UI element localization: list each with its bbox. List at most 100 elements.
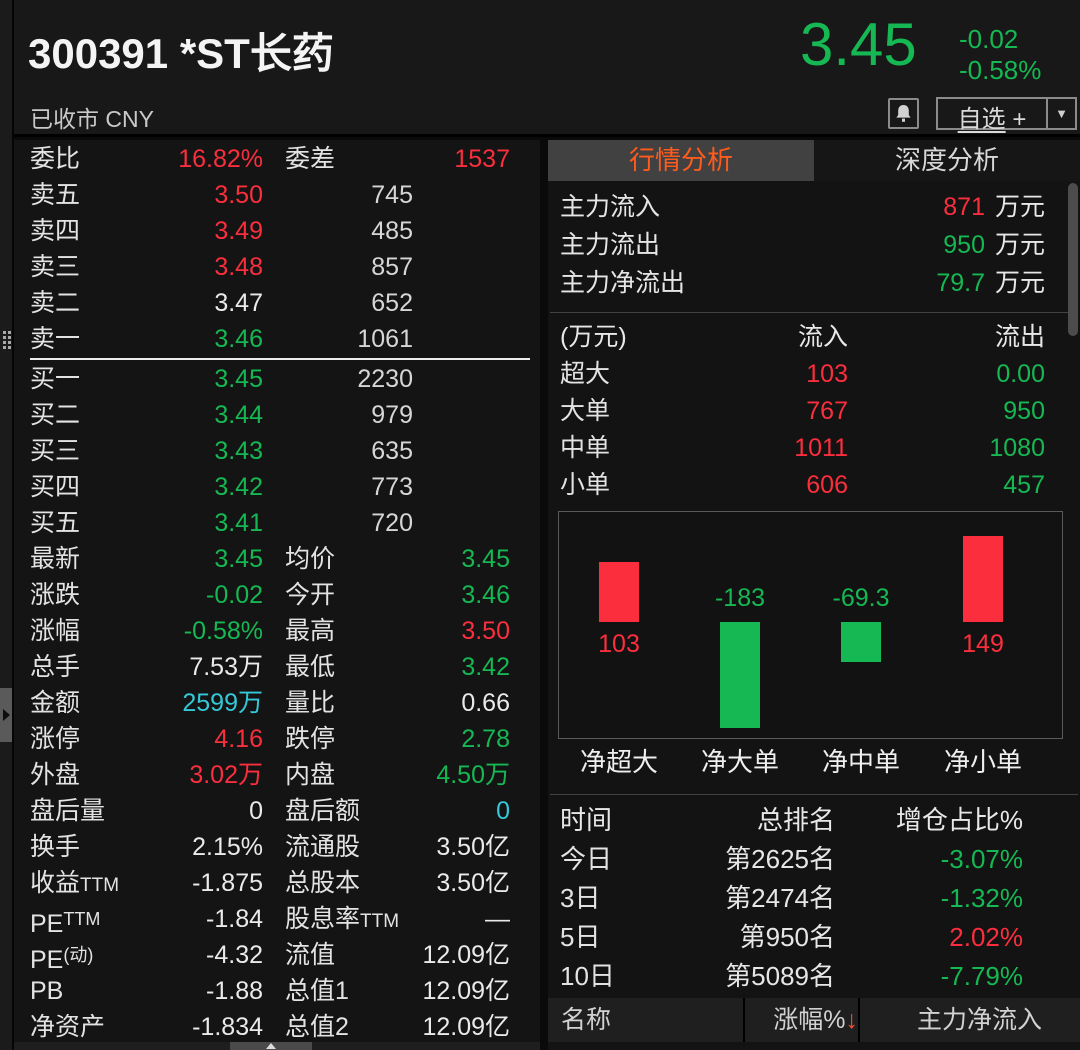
orderbook-ask-row[interactable]: 卖二 3.47 652 [30, 285, 510, 321]
splitter-grip-icon[interactable] [3, 331, 11, 349]
stat-label: PB [30, 973, 125, 1009]
price-change-pct: -0.58% [959, 55, 1042, 85]
watchlist-label: 自选 [957, 106, 1006, 133]
stat-value: 2.78 [461, 725, 510, 753]
chart-bar-value-label: 149 [962, 630, 1004, 658]
ask-level-label: 卖二 [30, 285, 125, 321]
orderbook-bid-row[interactable]: 买五 3.41 720 [30, 505, 510, 541]
stat-value: 3.42 [461, 653, 510, 681]
stat-value: -1.834 [192, 1013, 263, 1041]
scrollbar-thumb[interactable] [1068, 183, 1078, 336]
chart-x-label: 净大单 [700, 747, 779, 777]
ask-level-label-text: 卖五 [30, 181, 81, 209]
orderbook-ask-row[interactable]: 卖四 3.49 485 [30, 213, 510, 249]
expand-bottom-panel-handle[interactable] [230, 1042, 312, 1050]
stat-value: 3.45 [461, 545, 510, 573]
orderbook-ask-row[interactable]: 卖五 3.50 745 [30, 177, 510, 213]
price-value[interactable]: 3.44 [214, 401, 263, 429]
stat-label-text: 外盘 [30, 761, 81, 789]
orderbook-bid-row[interactable]: 买四 3.42 773 [30, 469, 510, 505]
market-status: 已收市 CNY [30, 106, 154, 132]
bid-level-label: 买二 [30, 397, 125, 433]
weibi-label: 委比 [30, 141, 125, 177]
flow-value: 871 [943, 193, 985, 221]
rank-period: 5日 [560, 922, 601, 952]
add-watchlist-button[interactable]: 自选 + [936, 97, 1048, 133]
flow-table-row: 小单 606 457 [560, 467, 1045, 504]
flow-value: 950 [943, 231, 985, 259]
stat-value: -1.84 [206, 905, 263, 933]
price-value[interactable]: 3.46 [214, 325, 263, 353]
flow-unit: 万元 [994, 269, 1045, 297]
orderbook-bid-row[interactable]: 买三 3.43 635 [30, 433, 510, 469]
time-header: 时间 [560, 805, 613, 835]
stat-label-text: 收益 [30, 869, 81, 897]
stat-label-text: 总值2 [285, 1013, 349, 1041]
quote-header: 300391 *ST长药 已收市 CNY 3.45 -0.02 -0.58% 自… [14, 0, 1080, 137]
bid-level-label-text: 买三 [30, 437, 81, 465]
orderbook-ask-row[interactable]: 卖三 3.48 857 [30, 249, 510, 285]
stat-value: 3.02万 [189, 761, 263, 789]
position-change-header: 增仓占比% [895, 805, 1023, 835]
expand-left-panel-handle[interactable] [0, 688, 12, 742]
column-header-main-net-inflow[interactable]: 主力净流入 [860, 998, 1080, 1042]
stat-label: 总值1 [285, 973, 405, 1009]
stat-label-text: 净资产 [30, 1013, 106, 1041]
flow-unit: 万元 [994, 193, 1045, 221]
bid-level-label-text: 买四 [30, 473, 81, 501]
stat-value: 4.50万 [436, 761, 510, 789]
price-value[interactable]: 3.50 [214, 181, 263, 209]
price-value[interactable]: 3.49 [214, 217, 263, 245]
weicha-label: 委差 [285, 141, 405, 177]
price-value[interactable]: 3.48 [214, 253, 263, 281]
stat-row: 总手 7.53万 最低 3.42 [30, 649, 510, 685]
price-value[interactable]: 3.41 [214, 509, 263, 537]
watchlist-plus: + [1012, 106, 1027, 133]
price-value[interactable]: 3.45 [214, 365, 263, 393]
stat-label-text: 量比 [285, 689, 336, 717]
orderbook-bid-row[interactable]: 买一 3.45 2230 [30, 361, 510, 397]
orderbook-bid-row[interactable]: 买二 3.44 979 [30, 397, 510, 433]
spacer [263, 757, 285, 793]
stat-label: 净资产 [30, 1009, 125, 1045]
stat-label-text: PE [30, 910, 64, 938]
watchlist-dropdown-button[interactable]: ▼ [1046, 97, 1077, 130]
spacer [413, 505, 510, 541]
stat-label: 最新 [30, 541, 125, 577]
price-value[interactable]: 3.47 [214, 289, 263, 317]
chart-bar [841, 622, 881, 662]
rank-table: 时间 总排名 增仓占比% 今日 第2625名 -3.07% 3日 第2474名 -1.32% 5日… [548, 801, 1080, 996]
stat-label-suffix: TTM [80, 875, 120, 896]
price-value[interactable]: 3.42 [214, 473, 263, 501]
left-splitter[interactable] [0, 0, 14, 1050]
orderbook-ask-row[interactable]: 卖一 3.46 1061 [30, 321, 510, 357]
stat-row: 外盘 3.02万 内盘 4.50万 [30, 757, 510, 793]
bid-level-label: 买三 [30, 433, 125, 469]
stat-label-text: 总手 [30, 653, 81, 681]
bottom-splitter[interactable] [14, 1042, 540, 1050]
chart-x-label: 净超大 [579, 747, 658, 777]
order-book: 委比 16.82% 委差 1537 卖五 3.50 745 卖四 3.49 485 卖三 3.48 85… [30, 141, 530, 541]
inflow-value: 767 [806, 397, 848, 425]
stat-label-text: PB [30, 977, 64, 1005]
tab-depth-analysis[interactable]: 深度分析 [814, 140, 1080, 181]
watchlist-controls: 自选 + ▼ [936, 97, 1077, 133]
stat-label-text: 盘后量 [30, 797, 106, 825]
outflow-value: 0.00 [996, 360, 1045, 388]
alert-bell-button[interactable] [888, 98, 919, 129]
volume-value: 720 [371, 509, 413, 537]
bell-icon [896, 105, 911, 122]
stat-label: 盘后额 [285, 793, 405, 829]
column-header-change-pct[interactable]: 涨幅%↓ [745, 998, 858, 1042]
volume-value: 2230 [357, 365, 413, 393]
tab-market-analysis[interactable]: 行情分析 [548, 140, 814, 181]
column-header-name[interactable]: 名称 [548, 998, 743, 1042]
order-size-label: 小单 [560, 471, 611, 499]
price-change: -0.02 [959, 24, 1019, 54]
chart-bar-value-label: 103 [598, 630, 640, 658]
price-value[interactable]: 3.43 [214, 437, 263, 465]
stat-value: — [485, 905, 510, 933]
outflow-value: 1080 [989, 434, 1045, 462]
spacer [263, 901, 285, 942]
stat-value: 7.53万 [189, 653, 263, 681]
